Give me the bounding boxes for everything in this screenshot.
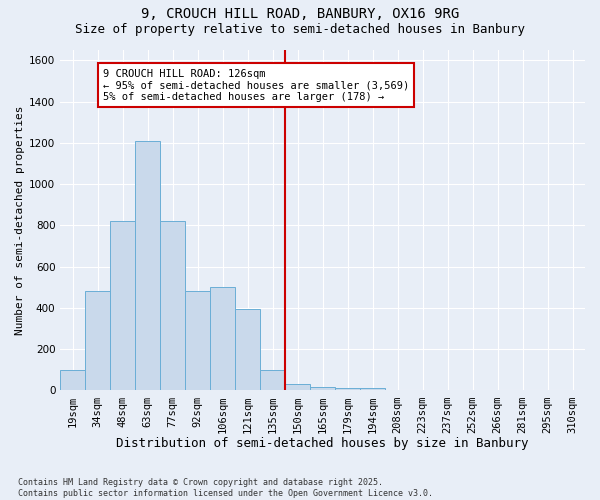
Bar [160,222,185,390]
Text: 9, CROUCH HILL ROAD, BANBURY, OX16 9RG: 9, CROUCH HILL ROAD, BANBURY, OX16 9RG [141,8,459,22]
X-axis label: Distribution of semi-detached houses by size in Banbury: Distribution of semi-detached houses by … [116,437,529,450]
Bar [110,222,135,390]
Text: Size of property relative to semi-detached houses in Banbury: Size of property relative to semi-detach… [75,22,525,36]
Bar [210,288,235,391]
Bar [235,309,260,390]
Y-axis label: Number of semi-detached properties: Number of semi-detached properties [15,106,25,335]
Bar [360,388,385,390]
Bar [260,370,285,390]
Text: 9 CROUCH HILL ROAD: 126sqm
← 95% of semi-detached houses are smaller (3,569)
5% : 9 CROUCH HILL ROAD: 126sqm ← 95% of semi… [103,68,409,102]
Bar [285,384,310,390]
Bar [335,388,360,390]
Bar [185,292,210,390]
Bar [310,388,335,390]
Bar [85,292,110,390]
Bar [60,370,85,390]
Text: Contains HM Land Registry data © Crown copyright and database right 2025.
Contai: Contains HM Land Registry data © Crown c… [18,478,433,498]
Bar [135,141,160,390]
